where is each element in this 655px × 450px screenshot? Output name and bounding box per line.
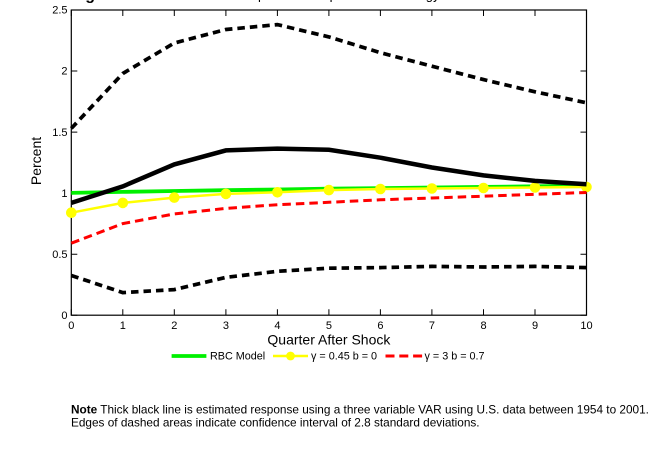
svg-text:response of output to a techno: response of output to a technology shock (240, 0, 478, 3)
svg-text:Figure 5: Figure 5 (71, 0, 133, 4)
svg-text:5: 5 (326, 320, 332, 332)
svg-text:γ = 0.45 b = 0: γ = 0.45 b = 0 (311, 351, 377, 363)
svg-text:8: 8 (480, 320, 486, 332)
svg-text:10: 10 (580, 320, 592, 332)
svg-text:2: 2 (61, 66, 67, 78)
svg-text:Edges of dashed areas indicate: Edges of dashed areas indicate confidenc… (71, 416, 480, 430)
svg-text:0: 0 (61, 310, 67, 322)
svg-text:1.5: 1.5 (52, 127, 67, 139)
svg-text:2: 2 (171, 320, 177, 332)
svg-text:7: 7 (429, 320, 435, 332)
svg-text:1: 1 (61, 188, 67, 200)
svg-text:Percent: Percent (28, 137, 44, 185)
svg-text:Quarter After Shock: Quarter After Shock (267, 332, 391, 348)
svg-text:2.5: 2.5 (52, 5, 67, 17)
svg-text:3: 3 (223, 320, 229, 332)
svg-text:0: 0 (68, 320, 74, 332)
svg-text:1: 1 (120, 320, 126, 332)
svg-text:The estimated U.S.: The estimated U.S. (134, 0, 245, 3)
svg-text:9: 9 (532, 320, 538, 332)
svg-text:6: 6 (377, 320, 383, 332)
svg-text:0.5: 0.5 (52, 249, 67, 261)
svg-text:γ = 3 b = 0.7: γ = 3 b = 0.7 (425, 351, 485, 363)
svg-text:Note Thick black line is estim: Note Thick black line is estimated respo… (71, 403, 649, 417)
svg-text:4: 4 (274, 320, 280, 332)
svg-text:RBC Model: RBC Model (210, 351, 265, 363)
